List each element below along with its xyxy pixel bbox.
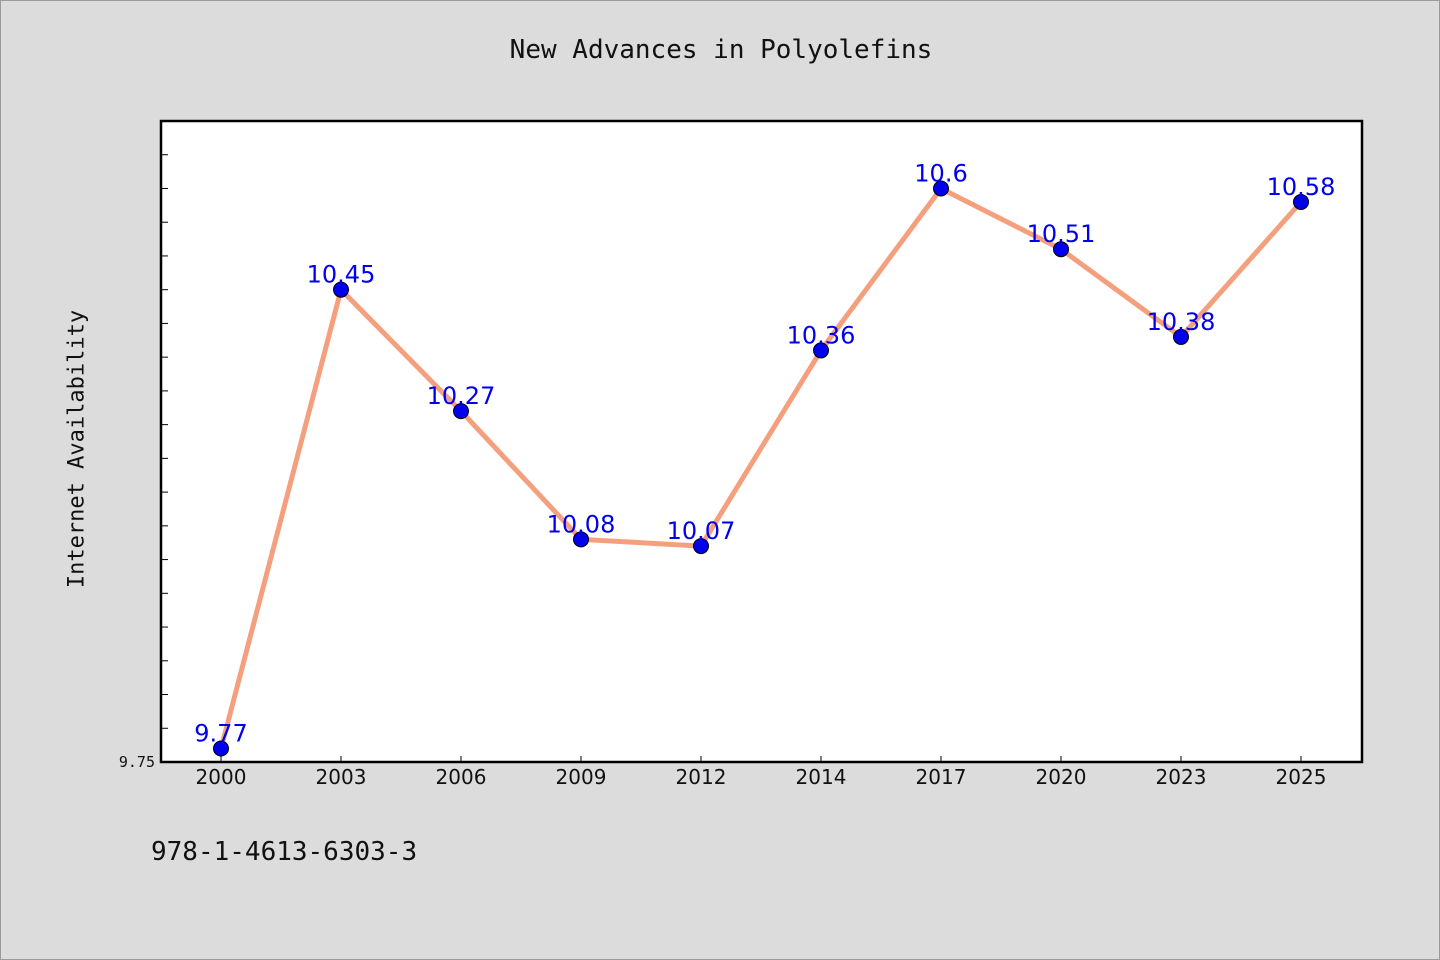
data-point bbox=[693, 538, 709, 555]
data-label: 10.45 bbox=[307, 261, 376, 289]
data-point bbox=[573, 531, 589, 548]
data-point bbox=[933, 180, 949, 197]
plot-background bbox=[161, 121, 1362, 762]
x-tick-label: 2017 bbox=[916, 765, 967, 789]
x-tick-label: 2000 bbox=[196, 765, 247, 789]
data-label: 10.07 bbox=[667, 517, 736, 545]
data-point bbox=[453, 403, 469, 420]
data-point bbox=[1173, 328, 1189, 345]
data-point bbox=[333, 281, 349, 298]
x-tick-label: 2020 bbox=[1036, 765, 1087, 789]
data-label: 9.77 bbox=[194, 720, 247, 748]
chart-title: New Advances in Polyolefins bbox=[509, 35, 933, 65]
x-tick-label: 2012 bbox=[676, 765, 727, 789]
x-tick-label: 2009 bbox=[556, 765, 607, 789]
x-tick-label: 2006 bbox=[436, 765, 487, 789]
x-tick-label: 2023 bbox=[1156, 765, 1207, 789]
data-label: 10.58 bbox=[1267, 173, 1336, 201]
data-label: 10.51 bbox=[1027, 220, 1096, 248]
y-tick-label: 9.75 bbox=[119, 753, 155, 771]
data-point bbox=[1293, 193, 1309, 210]
data-point bbox=[213, 740, 229, 757]
data-point bbox=[813, 342, 829, 359]
x-tick-label: 2025 bbox=[1276, 765, 1327, 789]
data-label: 10.6 bbox=[914, 159, 967, 187]
data-point bbox=[1053, 241, 1069, 258]
series-line bbox=[218, 185, 1304, 752]
footer-text: 978-1-4613-6303-3 bbox=[151, 837, 418, 867]
x-tick-label: 2003 bbox=[316, 765, 367, 789]
data-label: 10.27 bbox=[427, 382, 496, 410]
plot-frame bbox=[159, 119, 1364, 764]
data-label: 10.08 bbox=[547, 510, 616, 538]
data-label: 10.38 bbox=[1147, 308, 1216, 336]
x-tick-label: 2014 bbox=[796, 765, 847, 789]
data-label: 10.36 bbox=[787, 321, 856, 349]
